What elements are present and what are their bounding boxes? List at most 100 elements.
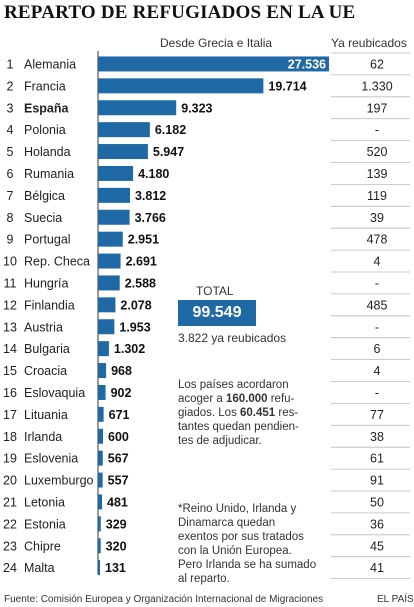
rank-label: 14 xyxy=(3,342,17,356)
rank-label: 20 xyxy=(3,474,17,488)
bar xyxy=(98,297,116,313)
bar-value-label: 2.951 xyxy=(128,233,159,247)
country-label: Alemania xyxy=(24,57,76,71)
country-label: Estonia xyxy=(24,517,66,531)
note-line: *Reino Unido, Irlanda y xyxy=(178,503,297,515)
rank-label: 3 xyxy=(7,101,14,115)
bar xyxy=(98,363,107,379)
publisher-credit: EL PAÍS xyxy=(377,594,414,605)
bar-value-label: 600 xyxy=(108,430,129,444)
bar-value-label: 27.536 xyxy=(288,57,326,71)
bar xyxy=(98,428,104,444)
bar-value-label: 3.766 xyxy=(135,211,166,225)
country-label: Rumania xyxy=(24,167,74,181)
relocated-value: 77 xyxy=(370,408,384,422)
relocated-value: 38 xyxy=(370,430,384,444)
relocated-value: 39 xyxy=(370,211,384,225)
bar xyxy=(98,144,148,160)
rank-label: 2 xyxy=(7,79,14,93)
note-line: al reparto. xyxy=(178,573,230,585)
relocated-value: 4 xyxy=(374,255,381,269)
bar xyxy=(98,165,134,181)
bar xyxy=(98,341,109,357)
rank-label: 24 xyxy=(3,561,17,575)
country-label: Portugal xyxy=(24,233,71,247)
relocated-value: - xyxy=(375,123,379,137)
note-line: acoger a 160.000 refu- xyxy=(178,393,295,405)
relocated-value: 520 xyxy=(367,145,388,159)
country-label: Bulgaria xyxy=(24,342,70,356)
relocated-value: 1.330 xyxy=(361,79,392,93)
bar xyxy=(98,78,264,94)
country-label: Irlanda xyxy=(24,430,62,444)
bar xyxy=(98,560,100,576)
bar xyxy=(98,516,101,532)
bar-value-label: 968 xyxy=(111,364,132,378)
rank-label: 21 xyxy=(3,495,17,509)
bar-value-label: 2.691 xyxy=(126,255,157,269)
relocated-value: - xyxy=(375,276,379,290)
rank-label: 17 xyxy=(3,408,17,422)
country-label: Chipre xyxy=(24,539,61,553)
bar-value-label: 567 xyxy=(108,452,129,466)
rank-label: 22 xyxy=(3,517,17,531)
country-label: Hungría xyxy=(24,276,69,290)
relocated-value: 485 xyxy=(367,298,388,312)
bar xyxy=(98,538,101,554)
bar-value-label: 902 xyxy=(111,386,132,400)
bar-value-label: 1.953 xyxy=(119,320,150,334)
relocated-value: - xyxy=(375,386,379,400)
rank-label: 23 xyxy=(3,539,17,553)
source-note: Fuente: Comisión Europea y Organización … xyxy=(4,594,324,605)
country-label: Luxemburgo xyxy=(24,474,94,488)
country-label: Croacia xyxy=(24,364,67,378)
relocated-value: 41 xyxy=(370,561,384,575)
bar xyxy=(98,100,177,116)
bar xyxy=(98,122,150,138)
chart-title: REPARTO DE REFUGIADOS EN LA UE xyxy=(4,2,356,23)
relocated-value: 91 xyxy=(370,474,384,488)
rank-label: 9 xyxy=(7,233,14,247)
country-label: Austria xyxy=(24,320,63,334)
bar-value-label: 131 xyxy=(105,561,126,575)
bar xyxy=(98,472,103,488)
bars-header: Desde Grecia e Italia xyxy=(160,36,273,50)
note-line: exentos por sus tratados xyxy=(178,531,304,543)
relocated-value: 6 xyxy=(374,342,381,356)
bar-value-label: 320 xyxy=(106,539,127,553)
rank-label: 10 xyxy=(3,255,17,269)
bar-value-label: 9.323 xyxy=(181,101,212,115)
bar-value-label: 671 xyxy=(109,408,130,422)
bar xyxy=(98,275,120,291)
rank-label: 5 xyxy=(7,145,14,159)
country-label: Holanda xyxy=(24,145,71,159)
bar xyxy=(98,56,329,72)
bar xyxy=(98,450,103,466)
bar xyxy=(98,209,130,225)
country-label: Malta xyxy=(24,561,55,575)
bar xyxy=(98,187,130,203)
note-line: tantes quedan pendien- xyxy=(178,421,299,433)
note-line: Los países acordaron xyxy=(178,379,289,391)
bar-value-label: 2.078 xyxy=(120,298,151,312)
country-label: España xyxy=(24,101,70,115)
country-label: Finlandia xyxy=(24,298,75,312)
rank-label: 8 xyxy=(7,211,14,225)
relocated-value: 50 xyxy=(370,495,384,509)
relocated-value: 119 xyxy=(367,189,387,203)
relocated-header: Ya reubicados xyxy=(331,36,407,50)
country-label: Polonia xyxy=(24,123,66,137)
bar xyxy=(98,253,121,269)
bar xyxy=(98,231,123,247)
total-value: 99.549 xyxy=(178,300,256,326)
relocated-value: 139 xyxy=(367,167,388,181)
bar-value-label: 5.947 xyxy=(153,145,184,159)
country-label: Eslovenia xyxy=(24,452,78,466)
country-label: Suecia xyxy=(24,211,62,225)
bar-value-label: 6.182 xyxy=(155,123,186,137)
relocated-value: 197 xyxy=(367,101,388,115)
relocated-value: 62 xyxy=(370,57,384,71)
rank-label: 12 xyxy=(3,298,17,312)
relocated-value: 45 xyxy=(370,539,384,553)
